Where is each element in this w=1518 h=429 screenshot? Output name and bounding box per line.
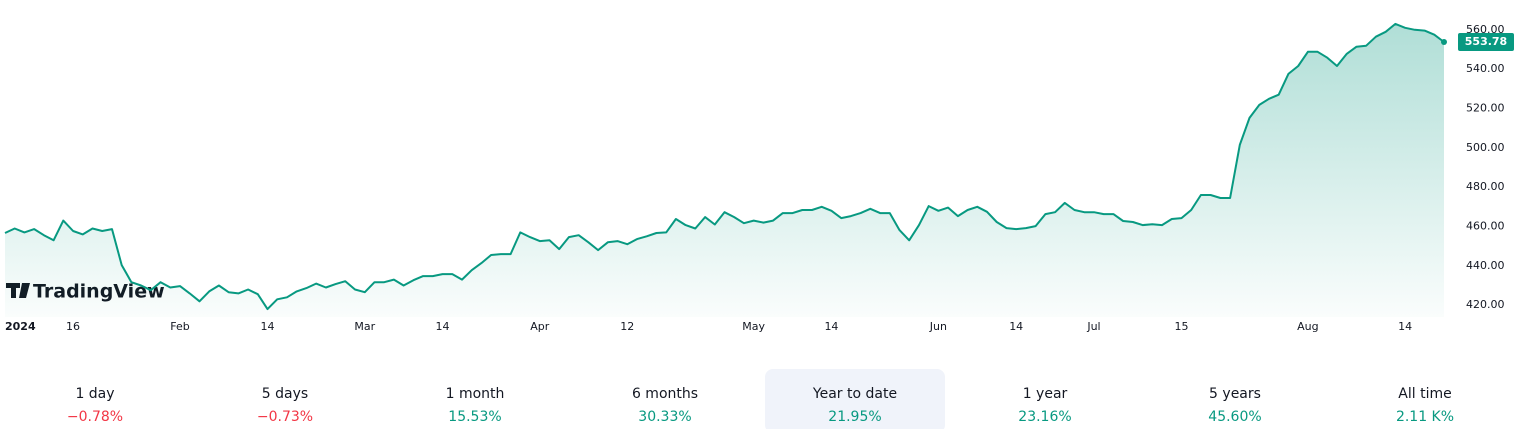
y-tick-label: 540.00 — [1466, 62, 1505, 75]
period-button[interactable]: 1 day −0.78% — [67, 386, 123, 425]
period-change: −0.73% — [257, 409, 313, 425]
period-button[interactable]: 5 years 45.60% — [1208, 386, 1261, 425]
period-button[interactable]: Year to date 21.95% — [812, 386, 897, 425]
x-tick-label: 15 — [1174, 320, 1188, 333]
y-tick-label: 560.00 — [1466, 23, 1505, 36]
y-tick-label: 500.00 — [1466, 141, 1505, 154]
period-change: 15.53% — [448, 409, 501, 425]
period-label: Year to date — [812, 386, 897, 402]
period-change: 21.95% — [828, 409, 881, 425]
period-label: 1 month — [446, 386, 505, 402]
y-tick-label: 460.00 — [1466, 220, 1505, 233]
x-tick-label: 14 — [824, 320, 838, 333]
period-button[interactable]: 1 year 23.16% — [1018, 386, 1071, 425]
period-change: 23.16% — [1018, 409, 1071, 425]
x-tick-label: 14 — [1009, 320, 1023, 333]
x-tick-label: 2024 — [5, 320, 36, 333]
period-label: 5 days — [262, 386, 308, 402]
price-label: 553.78 — [1465, 35, 1507, 48]
x-tick-label: Aug — [1297, 320, 1318, 333]
period-label: 1 day — [75, 386, 114, 402]
y-tick-label: 520.00 — [1466, 101, 1505, 114]
x-tick-label: 12 — [620, 320, 634, 333]
period-label: All time — [1398, 386, 1451, 402]
period-change: 45.60% — [1208, 409, 1261, 425]
x-tick-label: 14 — [261, 320, 275, 333]
period-button[interactable]: All time 2.11 K% — [1396, 386, 1454, 425]
x-tick-label: Jul — [1086, 320, 1100, 333]
period-change: −0.78% — [67, 409, 123, 425]
x-tick-label: 14 — [436, 320, 450, 333]
period-change: 2.11 K% — [1396, 409, 1454, 425]
selected-period[interactable] — [765, 369, 945, 429]
period-button[interactable]: 1 month 15.53% — [446, 386, 505, 425]
period-button[interactable]: 6 months 30.33% — [632, 386, 698, 425]
period-label: 5 years — [1209, 386, 1261, 402]
x-tick-label: Apr — [530, 320, 550, 333]
x-tick-label: Mar — [354, 320, 375, 333]
line — [4, 22, 1445, 311]
x-tick-label: May — [742, 320, 765, 333]
y-tick-label: 440.00 — [1466, 259, 1505, 272]
last-point — [1441, 39, 1447, 46]
x-tick-label: Jun — [929, 320, 947, 333]
period-label: 6 months — [632, 386, 698, 402]
period-label: 1 year — [1023, 386, 1068, 402]
period-change: 30.33% — [638, 409, 691, 425]
y-tick-label: 480.00 — [1466, 180, 1505, 193]
x-tick-label: 14 — [1398, 320, 1412, 333]
price-badge — [1458, 33, 1514, 52]
y-tick-label: 420.00 — [1466, 298, 1505, 311]
x-tick-label: Feb — [170, 320, 189, 333]
x-tick-label: 16 — [66, 320, 80, 333]
area — [5, 23, 1444, 318]
period-button[interactable]: 5 days −0.73% — [257, 386, 313, 425]
